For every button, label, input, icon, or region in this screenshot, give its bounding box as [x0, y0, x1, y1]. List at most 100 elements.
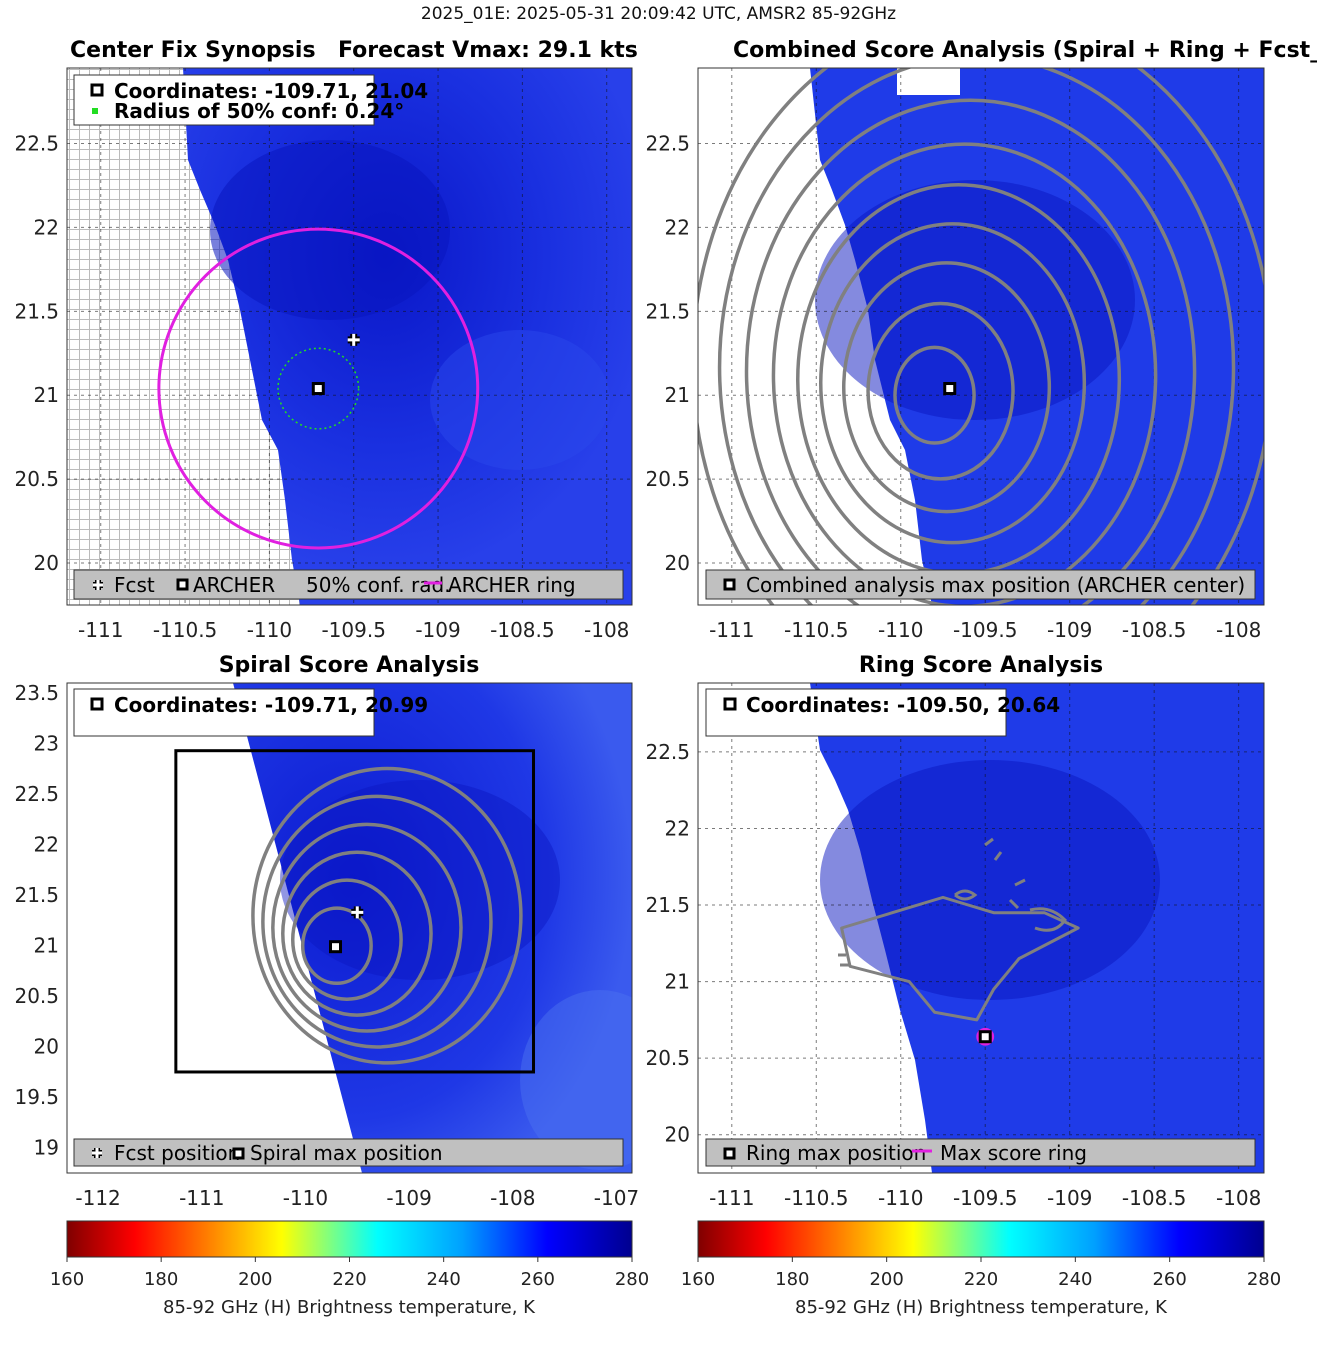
- panel4-title: Ring Score Analysis: [859, 653, 1103, 678]
- panel3-contours: [251, 766, 523, 1065]
- x-tick-label: -110.5: [784, 618, 848, 642]
- y-tick-label: 20: [665, 1123, 690, 1147]
- legend-combined: Combined analysis max position (ARCHER c…: [746, 573, 1245, 597]
- y-tick-label: 23.5: [14, 681, 59, 705]
- panel2-frame: [697, 67, 1265, 606]
- combined-contour: [771, 142, 1158, 605]
- spiral-coords-icon: [90, 697, 104, 711]
- y-tick-label: 21: [34, 934, 59, 958]
- combined-square-icon: [723, 578, 736, 591]
- panel4-coordinates: Coordinates: -109.50, 20.64: [746, 693, 1060, 717]
- spiral-contour: [261, 794, 493, 1049]
- y-tick-label: 22.5: [14, 782, 59, 806]
- colorbar-tick-label: 280: [615, 1269, 649, 1290]
- x-tick-label: -108: [490, 1186, 535, 1210]
- panel2-cold-core: [815, 180, 1135, 420]
- forecast-cross-inner: [347, 333, 360, 346]
- legend-ring-max: Ring max position: [746, 1141, 926, 1165]
- fcst-cross-icon-inner: [93, 580, 103, 590]
- y-tick-label: 21: [665, 970, 690, 994]
- spiral-contour: [281, 850, 433, 1017]
- y-tick-label: 20.5: [645, 467, 690, 491]
- colorbar-left: 160 180 200 220 240 260 280 85-92 GHz (H) Brig…: [50, 1220, 649, 1318]
- panel1-title-right: Forecast Vmax: 29.1 kts: [338, 38, 638, 63]
- ring-score-fragments: [838, 837, 1067, 967]
- panel4-cold-core: [820, 760, 1160, 1000]
- x-tick-label: -108: [1216, 1186, 1261, 1210]
- y-tick-label: 21.5: [645, 893, 690, 917]
- colorbar-left-ticks: 160 180 200 220 240 260 280: [50, 1257, 649, 1290]
- combined-contour: [744, 98, 1197, 605]
- spiral-search-box: [174, 749, 536, 1074]
- y-tick-label: 22.5: [14, 132, 59, 156]
- spiral-square-icon: [232, 1147, 245, 1160]
- spiral-forecast-marker: [351, 906, 364, 919]
- ring-square-icon: [723, 1147, 736, 1160]
- x-tick-label: -109.5: [953, 1186, 1017, 1210]
- colorbar-tick-label: 260: [1152, 1269, 1186, 1290]
- y-tick-label: 23: [34, 732, 59, 756]
- legend-fcst: Fcst: [114, 573, 155, 597]
- y-tick-label: 21.5: [14, 299, 59, 323]
- legend-conf: 50% conf. rad.: [306, 573, 451, 597]
- x-tick-label: -108.5: [490, 618, 554, 642]
- x-tick-label: -110: [283, 1186, 328, 1210]
- panel-ring-score: Ring Score Analysis Coordinates: -109.50…: [645, 653, 1265, 1210]
- y-tick-label: 20.5: [14, 467, 59, 491]
- x-tick-label: -110: [878, 618, 923, 642]
- max-score-ring: [976, 1027, 995, 1046]
- x-tick-label: -111: [709, 1186, 754, 1210]
- combined-contour: [893, 345, 976, 445]
- combined-contour: [841, 261, 1052, 514]
- spiral-max-marker: [329, 940, 343, 954]
- archer-square-icon: [176, 578, 189, 591]
- colorbar-tick-label: 160: [681, 1269, 715, 1290]
- x-tick-label: -111: [709, 618, 754, 642]
- panel1-gridlines: [67, 68, 632, 605]
- x-tick-label: -107: [594, 1186, 639, 1210]
- panel-spiral-score: Spiral Score Analysis Coordinates: -109.…: [14, 653, 639, 1210]
- panel2-ticks: -111 -110.5 -110 -109.5 -109 -108.5 -108 20 20.5…: [645, 132, 1261, 642]
- y-tick-label: 21.5: [14, 883, 59, 907]
- y-tick-label: 22: [34, 215, 59, 239]
- x-tick-label: -110.5: [784, 1186, 848, 1210]
- y-tick-label: 22: [665, 816, 690, 840]
- y-tick-label: 22.5: [645, 740, 690, 764]
- panel1-ticks: -111 -110.5 -110 -109.5 -109 -108.5 -108 20 20.5…: [14, 132, 629, 642]
- panel4-gridlines: [698, 683, 1264, 1173]
- panel3-warm-edge: [520, 990, 632, 1170]
- combined-square: [943, 382, 957, 396]
- colorbar-left-gradient: [66, 1220, 633, 1258]
- x-tick-label: -111: [179, 1186, 224, 1210]
- x-tick-label: -109: [1047, 1186, 1092, 1210]
- colorbar-tick-label: 200: [238, 1269, 272, 1290]
- x-tick-label: -109: [415, 618, 460, 642]
- x-tick-label: -108: [584, 618, 629, 642]
- panel1-legend: Fcst ARCHER 50% conf. rad. ARCHER ring: [73, 569, 624, 600]
- colorbar-tick-label: 240: [426, 1269, 460, 1290]
- forecast-marker: [347, 333, 360, 346]
- colorbar-tick-label: 200: [869, 1269, 903, 1290]
- x-tick-label: -109: [386, 1186, 431, 1210]
- panel3-coordinates: Coordinates: -109.71, 20.99: [114, 693, 428, 717]
- colorbar-tick-label: 180: [144, 1269, 178, 1290]
- y-tick-label: 21: [34, 383, 59, 407]
- spiral-square: [329, 940, 343, 954]
- panel-center-fix-synopsis: Center Fix Synopsis Forecast Vmax: 29.1 …: [14, 38, 637, 642]
- panel2-title: Combined Score Analysis (Spiral + Ring +…: [733, 38, 1317, 63]
- panel3-title: Spiral Score Analysis: [219, 653, 480, 678]
- legend-ring: ARCHER ring: [448, 573, 576, 597]
- y-tick-label: 22: [34, 833, 59, 857]
- ring-score-contour: [840, 895, 1080, 1022]
- figure-suptitle: 2025_01E: 2025-05-31 20:09:42 UTC, AMSR2…: [420, 4, 897, 24]
- colorbar-tick-label: 160: [50, 1269, 84, 1290]
- panel1-warm-band: [430, 330, 610, 470]
- colorbar-right-label: 85-92 GHz (H) Brightness temperature, K: [795, 1297, 1168, 1318]
- x-tick-label: -109: [1047, 618, 1092, 642]
- panel1-conf-radius: Radius of 50% conf: 0.24°: [114, 99, 404, 123]
- panel4-infobox: Coordinates: -109.50, 20.64: [705, 688, 1060, 737]
- panel4-frame: [697, 682, 1265, 1174]
- y-tick-label: 20: [34, 551, 59, 575]
- colorbar-tick-label: 180: [775, 1269, 809, 1290]
